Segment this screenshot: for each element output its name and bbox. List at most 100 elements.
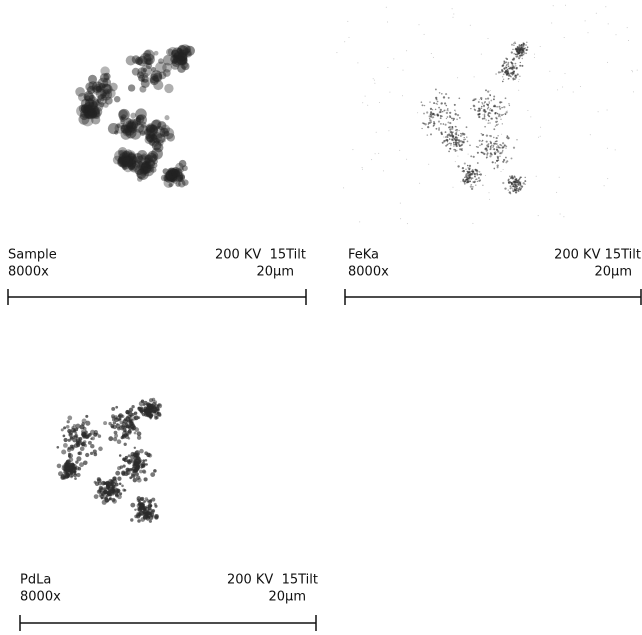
particle	[90, 444, 94, 448]
particle	[393, 58, 394, 59]
particle	[510, 177, 512, 179]
particle	[109, 497, 112, 500]
particle	[440, 123, 442, 125]
particle	[463, 133, 465, 135]
particle	[450, 135, 451, 136]
particle	[352, 149, 353, 150]
particle	[446, 105, 448, 107]
particle	[481, 108, 483, 110]
particle	[424, 105, 425, 106]
particle	[81, 430, 84, 433]
particle	[81, 422, 85, 426]
particle	[469, 172, 471, 174]
particle	[520, 62, 521, 63]
particle	[452, 139, 454, 141]
particle	[436, 98, 438, 100]
particle	[406, 159, 407, 160]
particle	[399, 150, 400, 151]
particle	[470, 155, 472, 157]
particle	[362, 167, 363, 168]
particle	[496, 137, 498, 139]
particle	[475, 179, 476, 180]
particle	[140, 406, 143, 409]
particle	[446, 139, 448, 141]
particle	[515, 53, 517, 55]
particle	[152, 509, 155, 512]
particle	[74, 470, 77, 473]
magnification: 8000x	[348, 265, 389, 280]
particle	[137, 67, 146, 76]
particle	[453, 142, 454, 143]
particle	[440, 102, 442, 104]
particle	[440, 111, 442, 113]
panel-sample: Sample 8000x 200 KV 15Tilt 20μm	[8, 248, 306, 306]
particle	[495, 121, 497, 123]
particle	[632, 71, 633, 72]
particle	[503, 106, 505, 108]
particle	[442, 142, 444, 144]
particle	[498, 114, 500, 116]
particle	[74, 477, 77, 480]
particle	[468, 168, 470, 170]
particle	[75, 424, 80, 429]
particle	[92, 99, 100, 107]
particle	[109, 489, 112, 492]
particle	[79, 462, 84, 467]
particle	[149, 520, 152, 523]
particle	[455, 161, 456, 162]
particle	[514, 178, 516, 180]
particle	[417, 112, 418, 113]
particle	[71, 428, 76, 433]
particle	[456, 145, 458, 147]
particle	[487, 90, 489, 92]
particle	[389, 92, 390, 93]
particle	[490, 135, 492, 137]
particle	[521, 47, 523, 49]
particle	[464, 183, 466, 185]
figure: Sample 8000x 200 KV 15Tilt 20μm FeKa 800…	[0, 0, 642, 635]
particle	[491, 118, 493, 120]
particle	[500, 71, 502, 73]
particle	[449, 142, 451, 144]
particle	[465, 139, 466, 140]
particle	[615, 149, 616, 150]
particle	[473, 105, 475, 107]
particle	[448, 151, 450, 153]
particle	[57, 464, 62, 469]
particle	[502, 146, 504, 148]
particle	[520, 51, 522, 53]
particle	[506, 62, 507, 63]
particle	[455, 133, 456, 134]
particle	[627, 27, 628, 28]
particle	[428, 164, 429, 165]
particle	[482, 134, 484, 136]
particle	[519, 44, 521, 46]
particle	[469, 181, 471, 183]
particle	[505, 157, 507, 159]
particle	[447, 108, 449, 110]
particle	[483, 105, 485, 107]
particle	[485, 175, 486, 176]
particle	[453, 14, 454, 15]
particle	[503, 79, 504, 80]
particle	[511, 186, 512, 187]
particle	[445, 124, 447, 126]
conditions: 200 KV 15Tilt	[215, 248, 306, 263]
particle	[496, 146, 498, 148]
particle	[145, 463, 147, 465]
particle	[144, 451, 148, 455]
particle	[492, 161, 494, 163]
particle	[419, 183, 420, 184]
particle	[557, 89, 558, 90]
particle	[495, 73, 497, 75]
particle	[56, 446, 59, 449]
particle	[498, 71, 500, 73]
particle	[478, 113, 480, 115]
particle	[453, 118, 455, 120]
particle	[449, 115, 451, 117]
particle	[472, 186, 473, 187]
particle	[496, 148, 498, 150]
particle	[515, 56, 517, 58]
particle	[154, 514, 159, 519]
particle	[359, 221, 360, 222]
